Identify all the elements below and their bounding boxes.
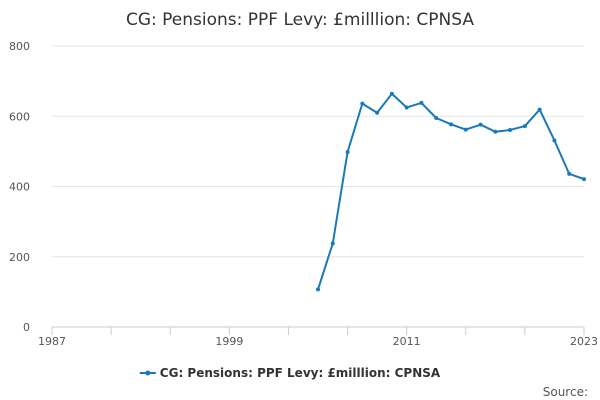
data-point <box>508 127 513 132</box>
data-point <box>537 107 542 112</box>
data-point <box>389 91 394 96</box>
data-point <box>404 105 409 110</box>
legend-swatch-marker <box>145 370 151 376</box>
x-tick-label: 1999 <box>215 335 243 348</box>
series-group <box>316 91 586 292</box>
data-point <box>567 171 572 176</box>
y-tick-label: 0 <box>23 321 30 334</box>
data-point <box>522 124 527 129</box>
y-tick-label: 400 <box>9 181 30 194</box>
x-tick-label: 1987 <box>38 335 66 348</box>
data-point <box>434 116 439 121</box>
data-point <box>360 101 365 106</box>
source-credit: Source: <box>543 385 588 399</box>
x-tick-label: 2011 <box>393 335 421 348</box>
y-axis: 0 200 400 600 800 <box>9 40 30 334</box>
data-point <box>463 127 468 132</box>
legend[interactable]: CG: Pensions: PPF Levy: £milllion: CPNSA <box>139 366 441 380</box>
data-point <box>449 122 453 127</box>
x-axis: 1987 1999 2011 2023 <box>38 327 598 348</box>
data-point <box>582 177 586 182</box>
data-point <box>316 287 320 292</box>
data-point <box>419 100 424 105</box>
y-tick-label: 600 <box>9 110 30 123</box>
y-tick-label: 200 <box>9 251 30 264</box>
legend-label[interactable]: CG: Pensions: PPF Levy: £milllion: CPNSA <box>160 366 441 380</box>
data-point <box>345 150 350 155</box>
data-point <box>478 122 483 127</box>
y-tick-label: 800 <box>9 40 30 53</box>
chart-title: CG: Pensions: PPF Levy: £milllion: CPNSA <box>126 10 474 30</box>
x-tick-label: 2023 <box>570 335 598 348</box>
data-point <box>552 138 557 143</box>
gridlines <box>52 45 584 328</box>
data-point <box>330 241 335 246</box>
data-point <box>375 110 380 115</box>
data-point <box>493 129 498 134</box>
